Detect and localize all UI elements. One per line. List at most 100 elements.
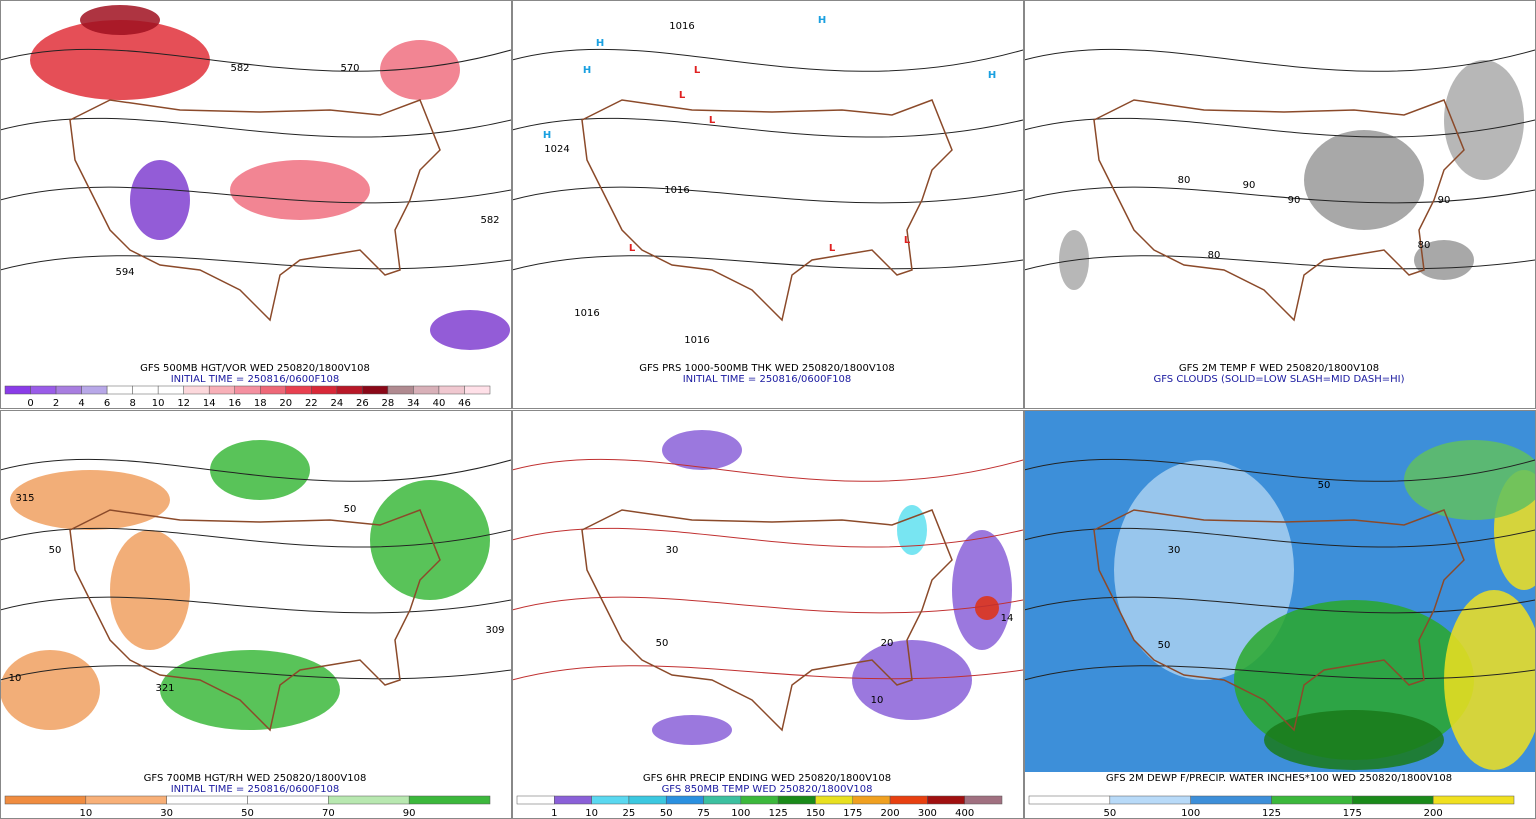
colorbar-label: 8 [129,398,135,409]
map-field [130,160,190,240]
us-outline [581,99,953,322]
map-label: H [596,38,604,49]
map-label: L [629,243,636,254]
map-label: 50 [344,504,357,515]
colorbar-label: 26 [356,398,369,409]
map-field [1114,460,1294,680]
map-field [1304,130,1424,230]
map-label: 594 [115,267,134,278]
map-field [897,505,927,555]
colorbar-swatch [30,385,57,395]
caption: GFS 6HR PRECIP ENDING WED 250820/1800V10… [643,773,891,784]
map-label: 80 [1178,175,1191,186]
colorbar-label: 300 [918,808,937,819]
map-field [160,650,340,730]
map-label: 50 [49,545,62,556]
colorbar-swatch [234,385,261,395]
colorbar-swatch [889,795,928,805]
contour [511,596,1024,614]
map-label: H [583,65,591,76]
us-outline [581,509,953,732]
map-label: 30 [666,545,679,556]
colorbar-label: 24 [330,398,343,409]
colorbar-swatch [703,795,742,805]
map-label: 90 [1438,195,1451,206]
colorbar-label: 16 [228,398,241,409]
contour [511,186,1024,204]
colorbar-swatch [55,385,82,395]
colorbar-swatch [777,795,816,805]
map-label: 30 [1168,545,1181,556]
colorbar-swatch [81,385,108,395]
map-label: 14 [1001,613,1014,624]
colorbar-label: 200 [1424,808,1443,819]
contour [511,527,1024,548]
colorbar-swatch [628,795,667,805]
contour [1023,255,1536,271]
contour [0,255,512,271]
caption: GFS 2M TEMP F WED 250820/1800V108 [1179,363,1379,374]
map-background [512,410,1023,772]
contour [1023,665,1536,681]
map-label: 570 [340,63,359,74]
colorbar-label: 18 [254,398,267,409]
colorbar-swatch [157,385,184,395]
colorbar-swatch [1271,795,1353,805]
map-field [1444,590,1536,770]
map-label: 582 [480,215,499,226]
map-field [1414,240,1474,280]
map-field [1404,440,1536,520]
panel: 315 321 50 10 50 309 GFS 700MB HGT/RH WED 2508… [0,410,512,819]
caption: INITIAL TIME = 250816/0600F108 [683,374,852,385]
colorbar-label: 175 [843,808,862,819]
colorbar-label: 100 [1181,808,1200,819]
caption: INITIAL TIME = 250816/0600F108 [171,374,340,385]
colorbar-label: 25 [623,808,636,819]
colorbar-label: 6 [104,398,110,409]
colorbar-swatch [413,385,440,395]
contour [0,186,512,204]
us-outline [1093,509,1465,732]
map-label: 309 [485,625,504,636]
colorbar-swatch [1109,795,1191,805]
map-field [80,5,160,35]
panel: 80 90 90 80 90 80 GFS 2M TEMP F WED 250820/180… [1023,0,1536,409]
map-label: 50 [1318,480,1331,491]
colorbar-swatch [408,795,491,805]
map-field [10,470,170,530]
colorbar-swatch [285,385,312,395]
colorbar-swatch [1028,795,1111,805]
caption: INITIAL TIME = 250816/0600F108 [171,784,340,795]
contour [511,117,1024,138]
colorbar-swatch [311,385,338,395]
colorbar-label: 10 [152,398,165,409]
colorbar-swatch [106,385,133,395]
colorbar-label: 90 [403,808,416,819]
map-background [1024,0,1535,362]
map-label: 582 [230,63,249,74]
us-outline [69,99,441,322]
colorbar-swatch [591,795,630,805]
map-label: H [543,130,551,141]
colorbar-swatch [516,795,555,805]
map-field [0,650,100,730]
colorbar-label: 46 [458,398,471,409]
map-field [110,530,190,650]
panel: 582 570 594 582 GFS 500MB HGT/VOR WED 250820… [0,0,512,409]
colorbar-label: 30 [160,808,173,819]
map-label: L [694,65,701,76]
colorbar-label: 50 [241,808,254,819]
map-label: 20 [881,638,894,649]
contour [511,458,1024,482]
colorbar-label: 28 [382,398,395,409]
map-label: L [829,243,836,254]
colorbar-swatch [964,795,1003,805]
map-label: 1016 [669,21,694,32]
colorbar-swatch [260,385,287,395]
colorbar-swatch [740,795,779,805]
colorbar-swatch [438,385,465,395]
map-label: 1016 [684,335,709,346]
colorbar-label: 125 [1262,808,1281,819]
colorbar-label: 10 [585,808,598,819]
caption: GFS 2M DEWP F/PRECIP. WATER INCHES*100 W… [1106,773,1452,784]
